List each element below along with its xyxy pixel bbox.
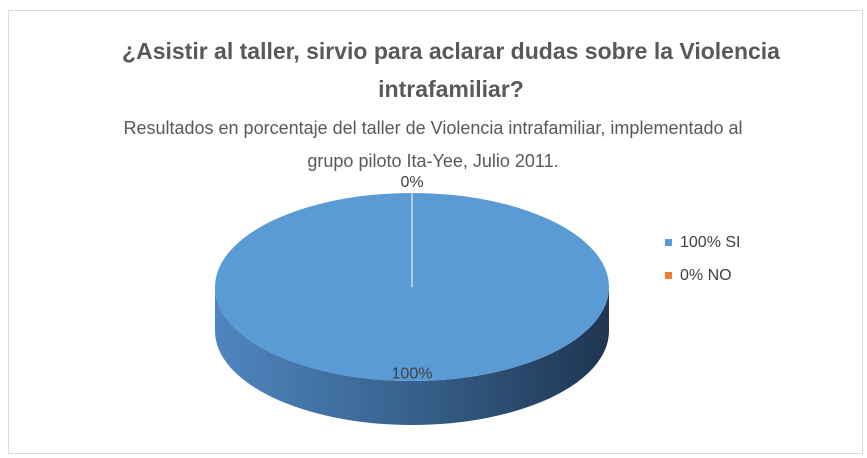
chart-subtitle: Resultados en porcentaje del taller de V…	[123, 118, 743, 171]
chart-border	[8, 10, 863, 454]
legend-label: 100% SI	[680, 234, 740, 251]
data-label: 100%	[392, 366, 433, 383]
data-label: 0%	[400, 174, 423, 191]
legend-swatch	[665, 239, 672, 246]
legend-label: 0% NO	[680, 267, 732, 284]
chart-title: ¿Asistir al taller, sirvio para aclarar …	[122, 38, 780, 102]
legend-swatch	[665, 272, 672, 279]
pie-side	[215, 287, 609, 425]
